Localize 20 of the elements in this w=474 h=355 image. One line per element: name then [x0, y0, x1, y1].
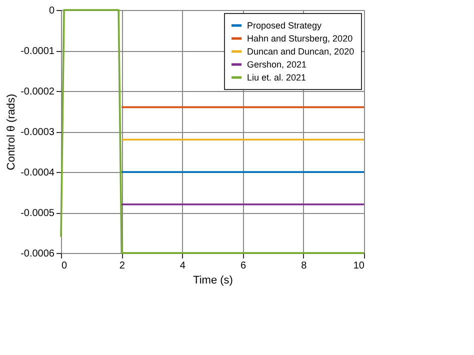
- y-tick-label: -0.0001: [20, 46, 55, 57]
- x-axis-title: Time (s): [193, 274, 233, 286]
- y-axis-title: Control θ (rads): [6, 94, 18, 170]
- legend-label: Liu et. al. 2021: [247, 72, 306, 82]
- x-tick-label: 8: [301, 260, 308, 272]
- x-tick-label: 2: [119, 260, 126, 272]
- legend-label: Proposed Strategy: [247, 20, 322, 30]
- y-tick-label: 0: [48, 6, 55, 16]
- y-tick-label: -0.0002: [20, 86, 55, 98]
- x-tick-label: 10: [353, 260, 365, 272]
- y-tick-label: -0.0004: [20, 168, 55, 178]
- legend-label: Duncan and Duncan, 2020: [247, 46, 354, 56]
- y-tick-label: -0.0003: [20, 127, 55, 138]
- x-tick-label: 0: [62, 260, 68, 272]
- x-tick-label: 4: [180, 260, 186, 272]
- legend-label: Gershon, 2021: [247, 60, 307, 70]
- y-tick-label: -0.0006: [20, 248, 55, 260]
- legend-label: Hahn and Stursberg, 2020: [247, 34, 353, 44]
- x-tick-label: 6: [240, 260, 247, 272]
- y-tick-label: -0.0005: [20, 208, 55, 219]
